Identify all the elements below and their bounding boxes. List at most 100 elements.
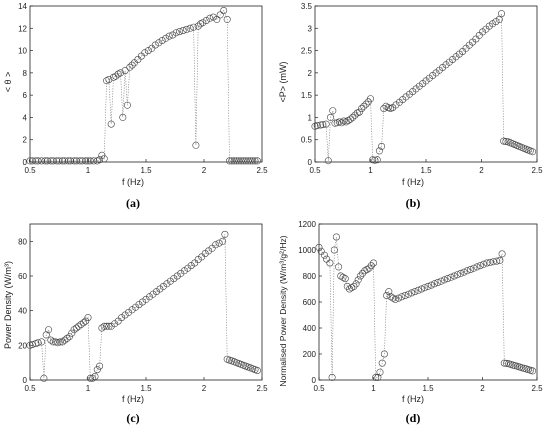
data-point <box>56 338 64 346</box>
y-tick-label: 800 <box>303 272 317 281</box>
chart-a: 0.5 1 1.5 2 2.5 0 2 4 6 8 10 12 14 f (Hz) < θ > <box>3 2 268 187</box>
data-point <box>220 7 228 15</box>
data-point <box>337 272 345 280</box>
data-point <box>320 251 328 259</box>
data-point <box>173 272 181 280</box>
y-tick-label: 40 <box>18 307 27 316</box>
data-point <box>503 359 511 367</box>
data-point <box>348 284 356 292</box>
data-point <box>244 157 252 165</box>
y-tick-label: 1200 <box>298 220 316 229</box>
data-point <box>342 118 350 126</box>
data-point <box>91 373 99 381</box>
data-point <box>317 121 325 129</box>
data-point <box>141 49 149 57</box>
data-point <box>96 156 104 164</box>
data-point <box>389 294 397 302</box>
data-point <box>380 350 388 358</box>
data-point <box>84 314 92 322</box>
data-point <box>103 77 111 85</box>
data-point <box>498 250 506 258</box>
data-point <box>453 271 461 279</box>
data-point <box>194 22 202 30</box>
data-point <box>84 157 92 165</box>
data-point <box>457 269 465 277</box>
data-point <box>362 100 370 108</box>
x-tick-label: 1 <box>86 384 91 393</box>
data-point <box>190 23 198 31</box>
data-point <box>111 320 119 328</box>
data-point <box>239 157 247 165</box>
data-point <box>440 276 448 284</box>
data-point <box>126 63 134 71</box>
data-point <box>139 298 147 306</box>
y-tick-label: 0.5 <box>301 136 313 145</box>
data-point <box>98 151 106 159</box>
data-point <box>125 308 133 316</box>
y-tick-label: 1.5 <box>301 91 313 100</box>
plot-area: 0.5 1 1.5 2 2.5 0 200 400 600 800 1000 1200 <box>298 220 543 393</box>
data-point <box>70 157 78 165</box>
data-point <box>529 367 537 375</box>
axes-frame <box>318 223 538 381</box>
data-point <box>34 157 42 165</box>
y-tick-label: 200 <box>303 350 317 359</box>
data-point <box>372 373 380 381</box>
data-point <box>486 258 494 266</box>
data-point <box>427 281 435 289</box>
data-point <box>152 288 160 296</box>
data-point <box>467 265 475 273</box>
data-point <box>500 359 508 367</box>
y-tick-label: 0 <box>23 376 28 385</box>
data-point <box>170 275 178 283</box>
data-point <box>34 339 42 347</box>
panel-b: 0.5 1 1.5 2 2.5 0 0.5 1 1.5 2 2.5 3 3.5 f (Hz) <P> (… <box>275 0 550 215</box>
x-tick-label: 2 <box>480 384 485 393</box>
data-point <box>354 276 362 284</box>
data-point <box>158 36 166 44</box>
x-tick-label: 0.5 <box>24 166 36 175</box>
data-point <box>121 311 129 319</box>
data-point <box>86 374 94 382</box>
data-point <box>339 273 347 281</box>
data-point <box>500 137 508 145</box>
data-point <box>233 157 241 165</box>
data-point <box>199 19 207 27</box>
data-point <box>421 284 429 292</box>
data-point <box>418 285 426 293</box>
data-point <box>335 263 343 271</box>
data-point <box>363 265 371 273</box>
data-point <box>374 373 382 381</box>
data-point <box>315 243 323 251</box>
data-point <box>58 338 66 346</box>
x-tick-label: 2 <box>202 166 207 175</box>
data-point <box>93 366 101 374</box>
data-point <box>82 157 90 165</box>
data-point <box>64 157 72 165</box>
data-point <box>192 141 200 149</box>
data-point <box>79 319 87 327</box>
x-tick-label: 2 <box>202 384 207 393</box>
y-tick-label: 3.5 <box>301 2 313 11</box>
plot-area: 0.5 1 1.5 2 2.5 0 20 40 60 80 <box>18 223 268 393</box>
data-point <box>338 119 346 127</box>
data-point <box>431 280 439 288</box>
data-point <box>100 155 108 163</box>
data-point <box>86 157 94 165</box>
data-point <box>373 156 381 164</box>
data-point <box>45 326 53 334</box>
data-point <box>242 157 250 165</box>
x-tick-label: 1 <box>86 166 91 175</box>
x-axis-label: f (Hz) <box>122 394 144 404</box>
data-point <box>63 334 71 342</box>
data-point <box>78 157 86 165</box>
data-point <box>77 321 85 329</box>
data-point <box>424 282 432 290</box>
data-point <box>365 264 373 272</box>
data-point <box>186 24 194 32</box>
x-tick-label: 2.5 <box>531 384 543 393</box>
data-point <box>205 247 213 255</box>
data-point <box>246 157 254 165</box>
data-point <box>156 285 164 293</box>
